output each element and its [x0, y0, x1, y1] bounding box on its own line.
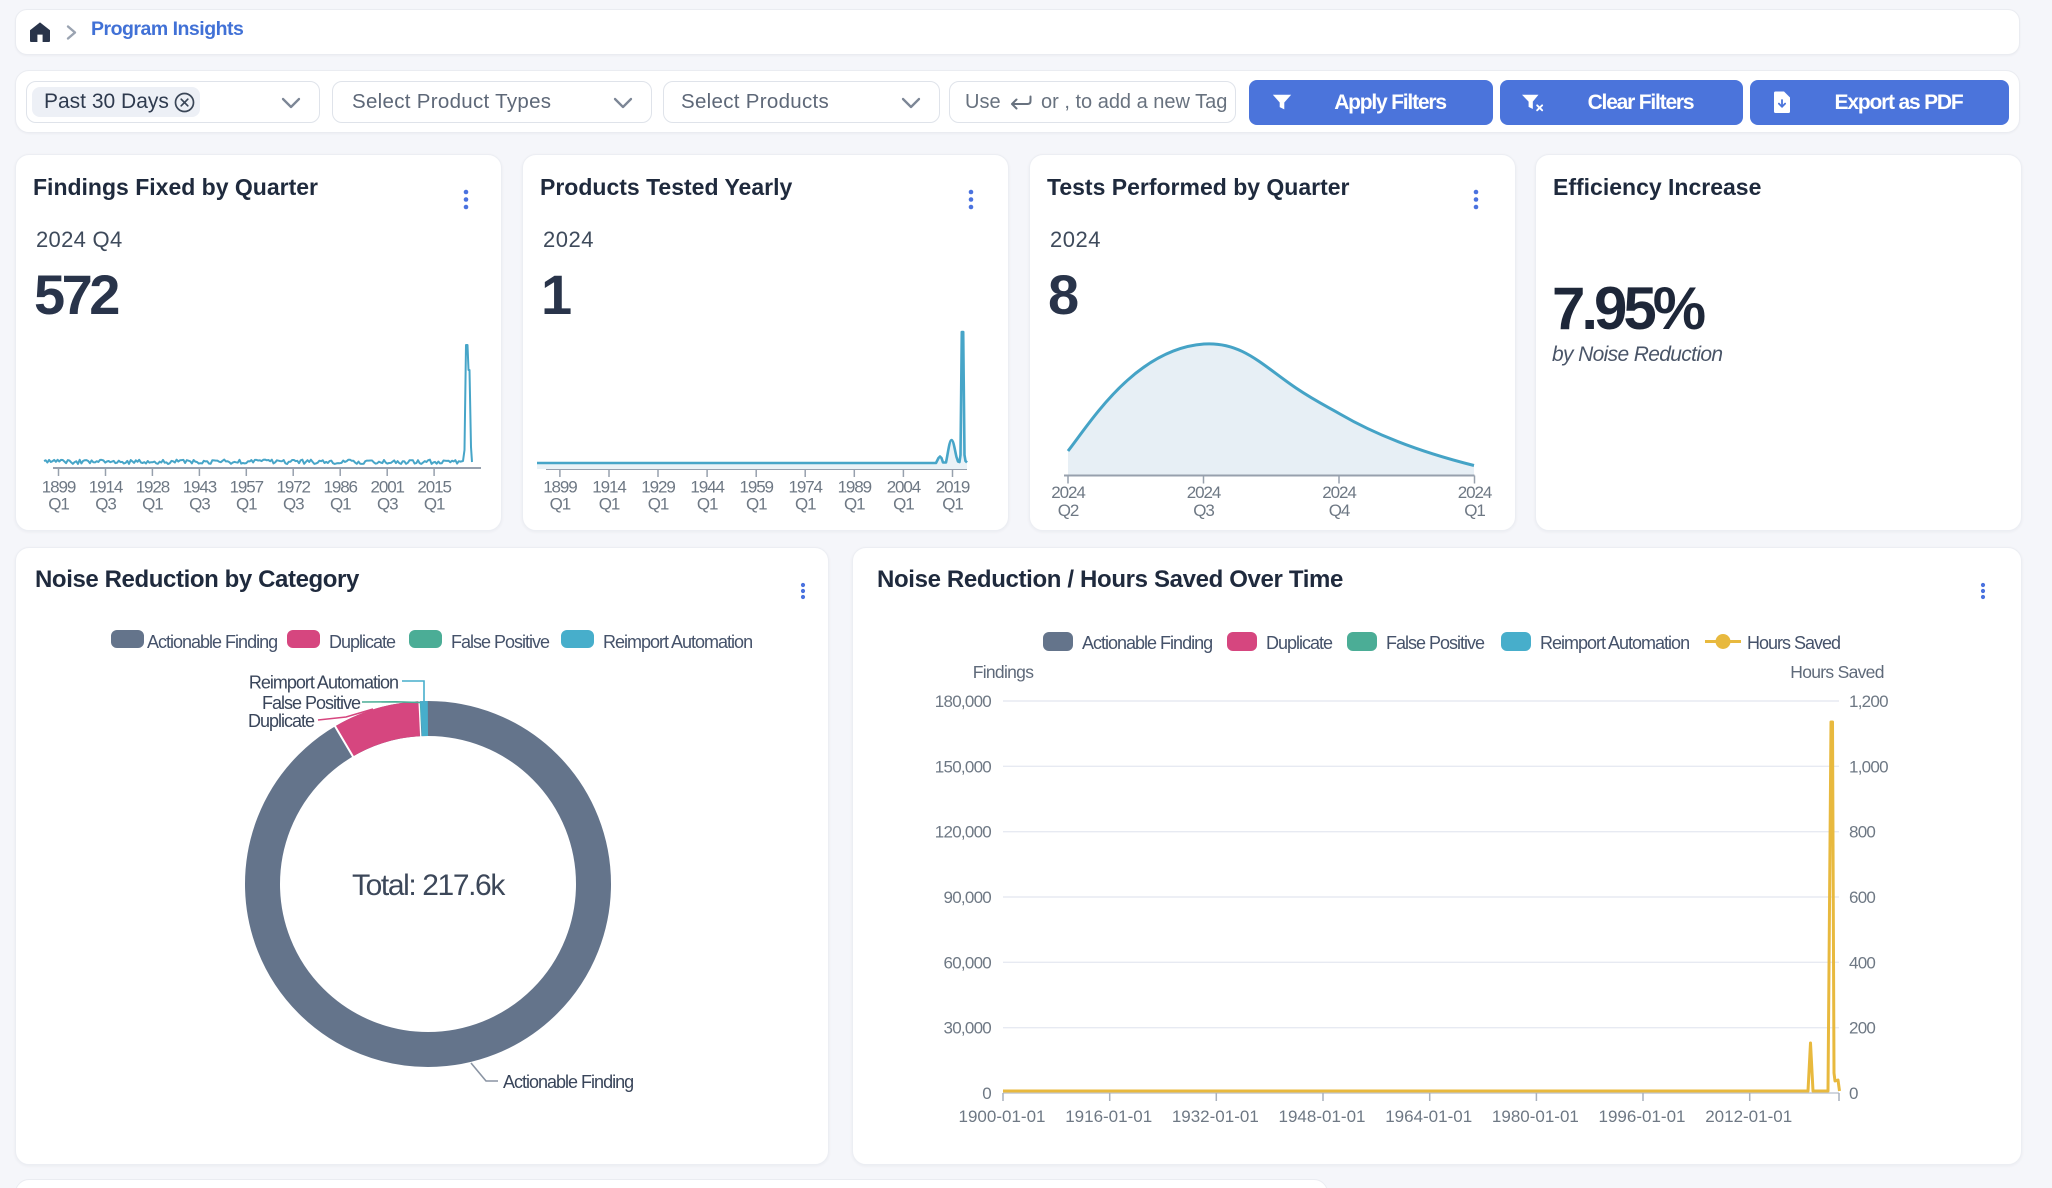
- svg-text:False Positive: False Positive: [1386, 633, 1485, 653]
- svg-text:Q1: Q1: [893, 495, 914, 514]
- svg-text:Hours Saved: Hours Saved: [1747, 633, 1840, 653]
- svg-text:Actionable Finding: Actionable Finding: [147, 632, 277, 652]
- svg-text:1899: 1899: [42, 478, 76, 497]
- svg-text:Q1: Q1: [795, 495, 816, 514]
- svg-text:1,200: 1,200: [1849, 692, 1888, 711]
- svg-text:Q1: Q1: [648, 495, 669, 514]
- svg-text:Findings: Findings: [973, 662, 1034, 682]
- svg-text:1943: 1943: [183, 478, 217, 497]
- svg-text:Q2: Q2: [1058, 501, 1079, 520]
- svg-text:Actionable Finding: Actionable Finding: [1082, 633, 1212, 653]
- svg-text:90,000: 90,000: [944, 888, 992, 907]
- svg-text:200: 200: [1849, 1019, 1875, 1038]
- svg-text:Q3: Q3: [377, 495, 398, 514]
- svg-text:Total: 217.6k: Total: 217.6k: [352, 869, 506, 902]
- svg-text:Q1: Q1: [142, 495, 163, 514]
- svg-text:Reimport Automation: Reimport Automation: [249, 673, 398, 693]
- svg-text:1957: 1957: [230, 478, 264, 497]
- svg-text:Q1: Q1: [697, 495, 718, 514]
- svg-text:Q1: Q1: [424, 495, 445, 514]
- svg-text:1,000: 1,000: [1849, 757, 1888, 776]
- svg-text:2015: 2015: [417, 478, 451, 497]
- svg-text:Q1: Q1: [1464, 501, 1485, 520]
- svg-text:600: 600: [1849, 888, 1875, 907]
- svg-text:1900-01-01: 1900-01-01: [959, 1107, 1046, 1126]
- svg-text:False Positive: False Positive: [451, 632, 550, 652]
- svg-text:1948-01-01: 1948-01-01: [1279, 1107, 1366, 1126]
- svg-text:120,000: 120,000: [935, 823, 991, 842]
- svg-text:2024: 2024: [1322, 483, 1356, 502]
- svg-text:180,000: 180,000: [935, 692, 991, 711]
- svg-text:1964-01-01: 1964-01-01: [1385, 1107, 1472, 1126]
- svg-text:1986: 1986: [323, 478, 357, 497]
- svg-text:Reimport Automation: Reimport Automation: [1540, 633, 1689, 653]
- svg-text:2004: 2004: [887, 478, 921, 497]
- svg-text:2024: 2024: [1458, 483, 1492, 502]
- svg-text:1989: 1989: [838, 478, 872, 497]
- svg-text:False Positive: False Positive: [262, 693, 361, 713]
- svg-text:1916-01-01: 1916-01-01: [1065, 1107, 1152, 1126]
- svg-text:30,000: 30,000: [944, 1019, 992, 1038]
- svg-text:Q1: Q1: [550, 495, 571, 514]
- svg-text:Q1: Q1: [844, 495, 865, 514]
- svg-text:60,000: 60,000: [944, 953, 992, 972]
- svg-text:Q1: Q1: [942, 495, 963, 514]
- svg-text:Duplicate: Duplicate: [329, 632, 396, 652]
- svg-text:0: 0: [1849, 1084, 1858, 1103]
- svg-text:2024: 2024: [1051, 483, 1085, 502]
- svg-text:1980-01-01: 1980-01-01: [1492, 1107, 1579, 1126]
- svg-text:150,000: 150,000: [935, 757, 991, 776]
- svg-text:1959: 1959: [739, 478, 773, 497]
- svg-text:Q3: Q3: [1193, 501, 1214, 520]
- svg-text:Q1: Q1: [599, 495, 620, 514]
- svg-text:1914: 1914: [592, 478, 626, 497]
- svg-text:Q1: Q1: [330, 495, 351, 514]
- svg-text:Hours Saved: Hours Saved: [1790, 662, 1883, 682]
- svg-text:Q4: Q4: [1329, 501, 1350, 520]
- svg-text:Reimport Automation: Reimport Automation: [603, 632, 752, 652]
- svg-text:800: 800: [1849, 823, 1875, 842]
- svg-text:1929: 1929: [641, 478, 675, 497]
- svg-text:Q3: Q3: [283, 495, 304, 514]
- svg-text:1932-01-01: 1932-01-01: [1172, 1107, 1259, 1126]
- svg-text:1972: 1972: [276, 478, 310, 497]
- svg-text:Q3: Q3: [189, 495, 210, 514]
- svg-text:1944: 1944: [690, 478, 724, 497]
- svg-text:1974: 1974: [788, 478, 822, 497]
- svg-text:1996-01-01: 1996-01-01: [1599, 1107, 1686, 1126]
- svg-text:1899: 1899: [543, 478, 577, 497]
- svg-text:Q1: Q1: [236, 495, 257, 514]
- svg-text:400: 400: [1849, 953, 1875, 972]
- svg-text:Duplicate: Duplicate: [248, 711, 315, 731]
- svg-text:2012-01-01: 2012-01-01: [1705, 1107, 1792, 1126]
- svg-text:Q1: Q1: [746, 495, 767, 514]
- svg-text:2024: 2024: [1187, 483, 1221, 502]
- svg-text:Q1: Q1: [48, 495, 69, 514]
- svg-text:2001: 2001: [370, 478, 404, 497]
- svg-text:2019: 2019: [936, 478, 970, 497]
- svg-text:1914: 1914: [89, 478, 123, 497]
- svg-text:Duplicate: Duplicate: [1266, 633, 1333, 653]
- svg-text:Q3: Q3: [95, 495, 116, 514]
- svg-text:1928: 1928: [136, 478, 170, 497]
- svg-text:Actionable Finding: Actionable Finding: [503, 1072, 633, 1092]
- svg-text:0: 0: [982, 1084, 991, 1103]
